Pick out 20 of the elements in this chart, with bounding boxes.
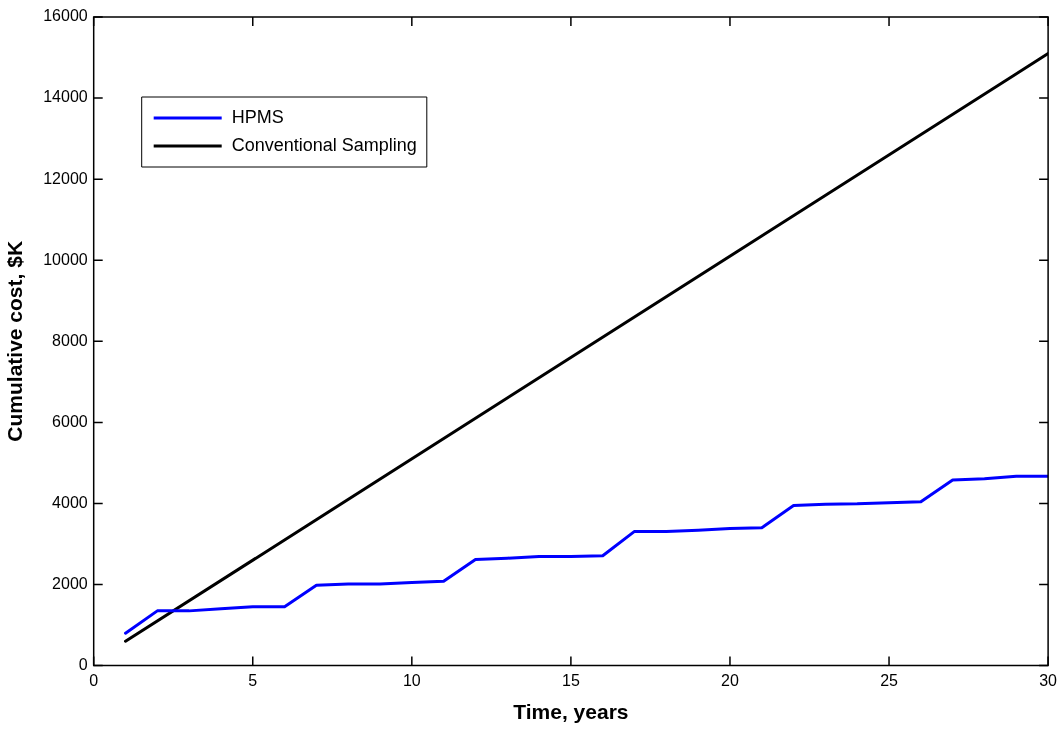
x-tick-label: 25 (880, 671, 899, 689)
y-tick-label: 14000 (43, 88, 88, 106)
legend-label: HPMS (231, 106, 284, 127)
x-tick-label: 5 (248, 671, 258, 689)
x-tick-label: 30 (1039, 671, 1058, 689)
x-tick-label: 10 (402, 671, 421, 689)
x-tick-label: 0 (89, 671, 99, 689)
y-tick-label: 6000 (52, 412, 88, 430)
y-tick-label: 12000 (43, 169, 88, 187)
y-tick-label: 0 (78, 656, 88, 674)
legend-label: Conventional Sampling (231, 134, 417, 155)
y-tick-label: 2000 (52, 574, 88, 592)
y-tick-label: 10000 (43, 250, 88, 268)
y-tick-label: 8000 (52, 331, 88, 349)
y-axis-title: Cumulative cost, $K (3, 240, 27, 442)
y-tick-label: 16000 (43, 7, 88, 25)
x-tick-label: 15 (562, 671, 580, 689)
x-tick-label: 20 (721, 671, 739, 689)
y-tick-label: 4000 (52, 493, 88, 511)
x-axis-title: Time, years (513, 700, 629, 724)
